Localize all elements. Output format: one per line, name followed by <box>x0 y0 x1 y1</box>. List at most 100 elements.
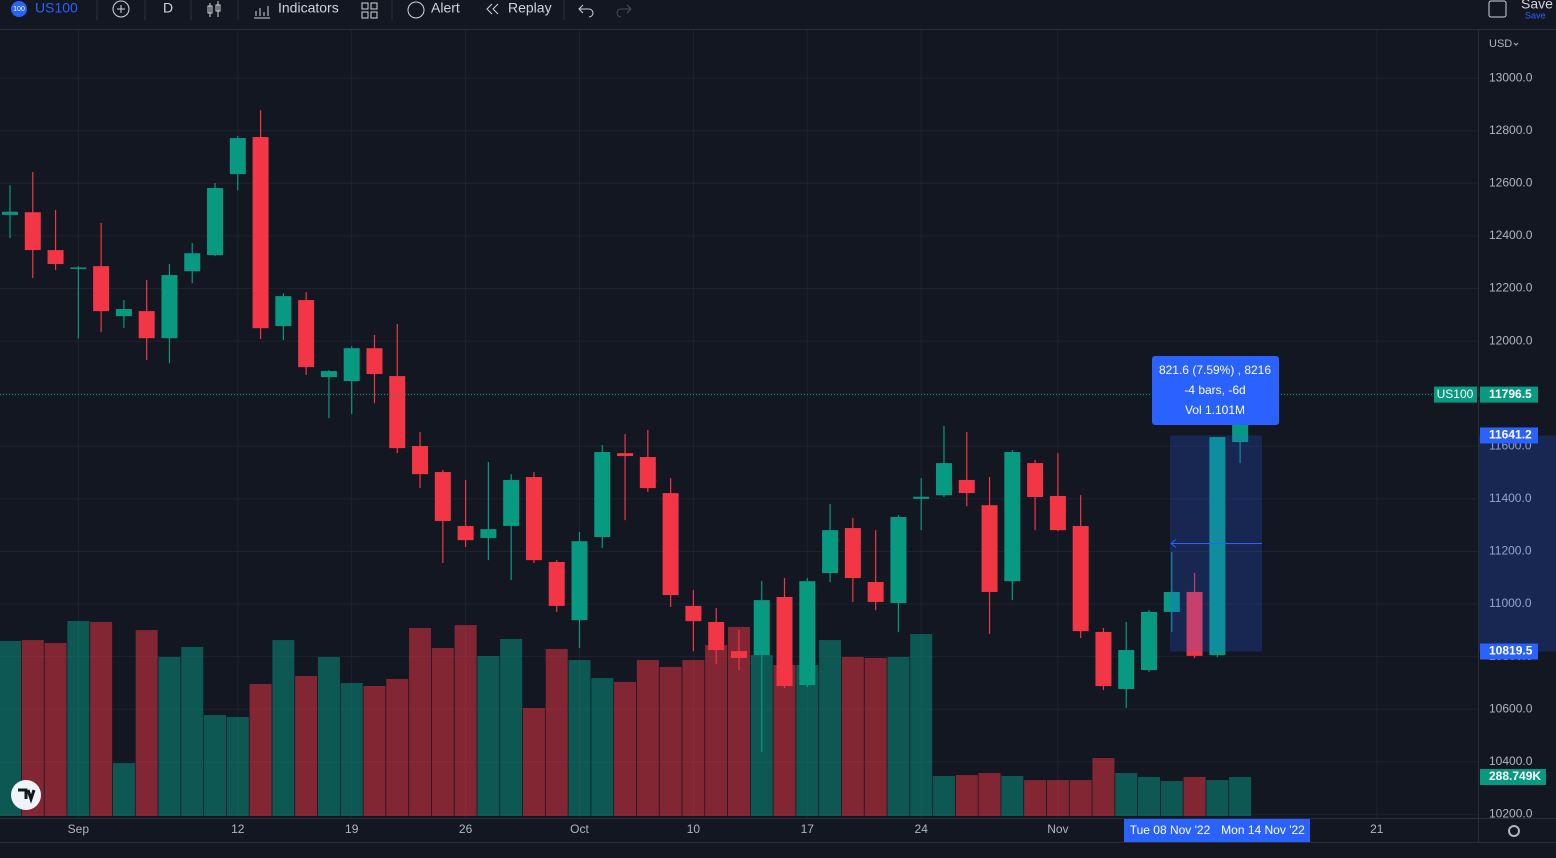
volume-bar <box>21 640 44 816</box>
volume-label: 288.749K <box>1489 769 1541 783</box>
volume-bar <box>317 656 340 816</box>
x-tick-label: Nov <box>1047 822 1068 836</box>
y-tick-label: 11400.0 <box>1489 491 1532 505</box>
measure-top-label: 11641.2 <box>1489 428 1532 442</box>
layout-checkbox[interactable] <box>1488 0 1507 18</box>
volume-bar <box>135 630 158 816</box>
candle-body <box>480 529 497 539</box>
volume-bar <box>568 660 591 816</box>
candle-body <box>1163 591 1180 612</box>
volume-bar <box>659 666 682 816</box>
settings-button[interactable] <box>1508 825 1520 837</box>
candle-body <box>913 496 930 499</box>
volume-bar <box>1115 773 1138 816</box>
volume-bar <box>636 660 659 816</box>
candle-body <box>207 188 224 256</box>
chart-type-button[interactable] <box>207 1 221 17</box>
price-highlight <box>1479 435 1556 652</box>
volume-bar <box>112 763 135 816</box>
save-sub: Save <box>1525 10 1546 20</box>
candle-body <box>776 596 793 687</box>
volume-bar <box>90 621 113 816</box>
x-tick-label: 10 <box>687 822 701 836</box>
redo-button[interactable] <box>616 4 632 18</box>
volume-bar <box>1229 776 1252 816</box>
candle-body <box>708 621 725 651</box>
save-button[interactable]: Save <box>1521 0 1553 12</box>
last-price-box <box>1480 386 1538 403</box>
y-tick-label: 11000.0 <box>1489 596 1532 610</box>
volume-bar <box>682 660 705 816</box>
candle-body <box>1232 424 1249 443</box>
volume-bar <box>1001 776 1024 816</box>
symbol-label-box <box>1434 386 1477 403</box>
measure-tooltip <box>1152 356 1279 425</box>
candle-body <box>981 505 998 592</box>
volume-bar <box>272 640 295 816</box>
volume-bar <box>978 773 1001 816</box>
x-tick-label: 26 <box>459 822 473 836</box>
y-tick-label: 12400.0 <box>1489 228 1533 242</box>
candle-body <box>639 457 656 489</box>
currency[interactable]: USD <box>1489 38 1512 50</box>
replay-button[interactable]: Replay <box>508 0 552 16</box>
volume-bar <box>932 776 955 816</box>
candle-body <box>594 452 611 537</box>
y-tick-label: 12000.0 <box>1489 333 1533 347</box>
candle-body <box>115 309 132 317</box>
compare-button[interactable] <box>112 0 130 18</box>
x-tick-label: 24 <box>915 822 929 836</box>
volume-bar <box>226 716 249 816</box>
indicators-button[interactable]: Indicators <box>278 0 339 16</box>
candle-body <box>548 561 565 606</box>
symbol-icon[interactable] <box>11 1 27 17</box>
volume-bar <box>1069 780 1092 816</box>
candle-body <box>822 530 839 574</box>
candle-body <box>935 463 952 496</box>
y-tick-label: 12800.0 <box>1489 123 1533 137</box>
replay-icon <box>486 3 499 15</box>
candle-body <box>229 138 246 175</box>
x-tick-label: 17 <box>801 822 815 836</box>
volume-bar <box>614 681 637 816</box>
alert-button[interactable]: Alert <box>431 0 460 16</box>
x-tick-label: 12 <box>231 822 245 836</box>
indicators-icon <box>254 6 270 19</box>
volume-bar <box>1138 776 1160 816</box>
volume-bar <box>522 708 545 816</box>
x-tick-label: 21 <box>1370 822 1384 836</box>
volume-bar <box>773 665 796 816</box>
candle-body <box>1049 495 1066 531</box>
volume-bar <box>454 625 477 816</box>
volume-bar <box>386 678 409 816</box>
y-tick-label: 10600.0 <box>1489 701 1533 715</box>
interval[interactable]: D <box>163 0 173 16</box>
volume-bar <box>819 640 842 816</box>
measure-tooltip-line: 821.6 (7.59%) , 8216 <box>1159 363 1271 377</box>
candle-body <box>161 275 178 339</box>
volume-bar <box>44 643 67 816</box>
candle-body <box>457 525 474 541</box>
volume-bar <box>249 683 272 816</box>
candle-body <box>320 371 337 378</box>
candle-body <box>412 446 429 475</box>
symbol-icon-text: 100 <box>13 6 25 13</box>
candle-body <box>1186 591 1203 656</box>
symbol[interactable]: US100 <box>35 0 78 16</box>
layouts-button[interactable] <box>361 2 378 19</box>
x-tick-label: Sep <box>68 822 90 836</box>
volume-bar <box>340 683 363 816</box>
volume-bar <box>864 658 887 816</box>
candle-body <box>1141 611 1157 671</box>
candle-body <box>252 137 269 329</box>
symbol-label: US100 <box>1437 387 1474 401</box>
volume-bar <box>158 656 181 816</box>
alert-icon <box>407 1 425 19</box>
candle-body <box>434 472 451 521</box>
candle-body <box>662 493 679 596</box>
undo-button[interactable] <box>578 4 594 18</box>
volume-bar <box>477 656 500 816</box>
measure-arrow <box>1170 539 1262 548</box>
measure-bottom-box <box>1480 643 1538 660</box>
volume-bar <box>500 638 523 816</box>
